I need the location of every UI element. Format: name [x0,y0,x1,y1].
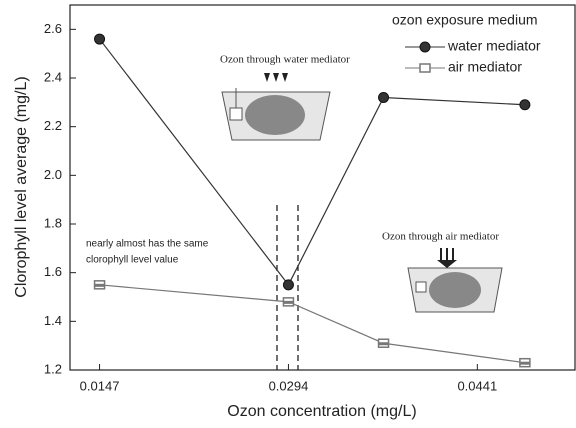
data-point-band [283,301,293,304]
annotation: clorophyll level value [86,255,179,266]
y-axis-title: Clorophyll level average (mg/L) [13,76,30,297]
y-tick-label: 1.4 [44,313,62,328]
data-point [379,92,389,102]
data-point [520,100,530,110]
data-point-band [379,342,389,345]
x-tick-label: 0.0294 [269,378,309,393]
data-point [283,280,293,290]
legend-label: water mediator [447,38,541,54]
annotation: Ozon through water mediator [220,54,350,66]
data-point-band [95,284,105,287]
water-illustration [222,73,330,140]
annotation: Ozon through air mediator [382,231,499,243]
x-tick-label: 0.0441 [457,378,497,393]
x-axis-title: Ozon concentration (mg/L) [227,403,416,420]
y-tick-label: 2.6 [44,21,62,36]
y-tick-label: 1.2 [44,361,62,376]
chart: Ozon concentration (mg/L) Clorophyll lev… [0,0,576,428]
y-tick-label: 2.4 [44,69,62,84]
annotation: nearly almost has the same [86,239,209,250]
y-tick-label: 1.6 [44,264,62,279]
data-point [95,34,105,44]
y-tick-label: 2.2 [44,118,62,133]
y-tick-label: 1.8 [44,215,62,230]
legend-marker [420,64,430,72]
legend-title: ozon exposure medium [392,12,538,28]
legend-label: air mediator [448,59,522,75]
x-tick-label: 0.0147 [80,378,120,393]
legend-marker [420,42,430,52]
air-illustration [408,248,502,312]
data-point-band [520,362,530,365]
y-tick-label: 2.0 [44,167,62,182]
